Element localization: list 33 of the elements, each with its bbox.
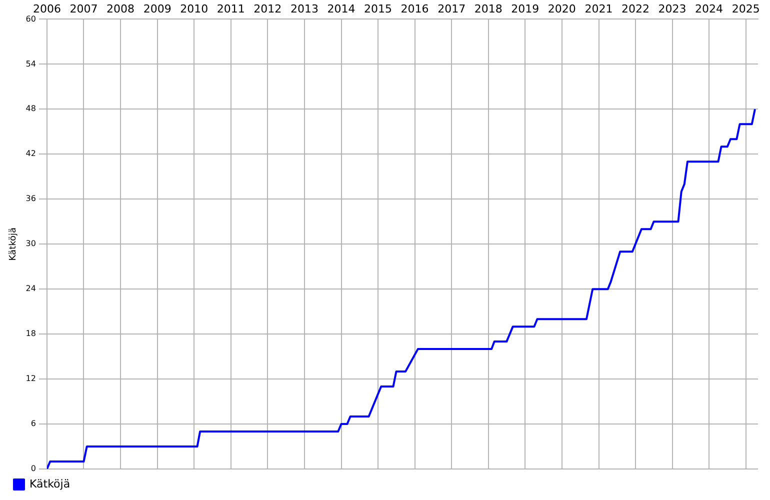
y-tick-label: 54 (26, 59, 36, 68)
x-tick-label: 2010 (180, 2, 208, 16)
y-tick-label: 18 (26, 329, 36, 338)
x-tick-label: 2008 (106, 2, 134, 16)
x-tick-label: 2018 (474, 2, 502, 16)
y-tick-label: 24 (26, 284, 36, 294)
x-tick-label: 2022 (622, 2, 650, 16)
x-tick-label: 2024 (695, 2, 724, 16)
x-tick-label: 2025 (732, 2, 760, 16)
x-tick-label: 2020 (548, 2, 576, 16)
y-tick-label: 48 (26, 104, 36, 114)
x-tick-label: 2006 (32, 2, 61, 16)
x-tick-label: 2009 (143, 2, 172, 16)
y-axis-title: Kätköjä (8, 228, 19, 261)
y-tick-label: 36 (26, 194, 36, 204)
x-tick-label: 2014 (327, 2, 356, 16)
x-tick-label: 2007 (70, 2, 98, 16)
y-tick-label: 60 (26, 14, 36, 24)
y-tick-label: 12 (26, 374, 36, 384)
x-tick-label: 2015 (364, 2, 392, 16)
x-tick-label: 2012 (254, 2, 282, 16)
legend-label: Kätköjä (30, 477, 70, 490)
x-tick-label: 2011 (216, 2, 245, 16)
y-tick-label: 6 (30, 419, 36, 428)
x-tick-label: 2016 (400, 2, 429, 16)
y-tick-label: 0 (30, 464, 36, 474)
y-tick-label: 30 (26, 239, 36, 248)
x-tick-label: 2017 (438, 2, 466, 16)
x-tick-label: 2013 (290, 2, 318, 16)
x-tick-label: 2019 (511, 2, 540, 16)
y-tick-label: 42 (26, 149, 36, 158)
x-tick-label: 2021 (584, 2, 613, 16)
x-tick-label: 2023 (658, 2, 686, 16)
